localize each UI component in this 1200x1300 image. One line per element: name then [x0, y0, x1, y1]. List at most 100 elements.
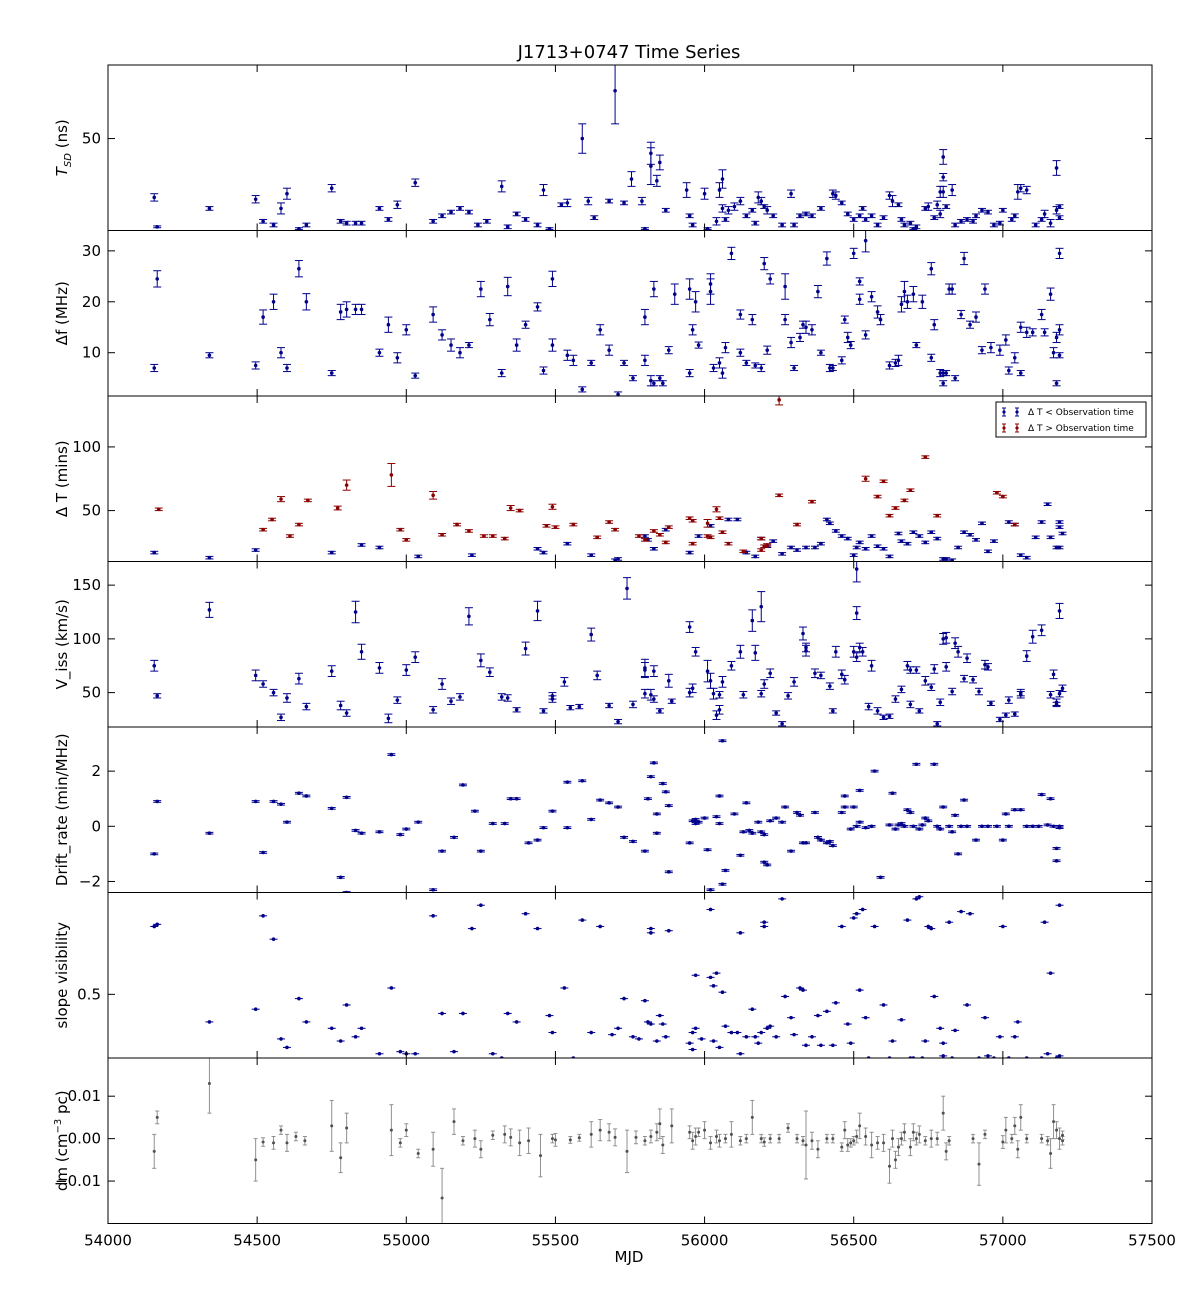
- data-point-viss-0-34: [548, 695, 557, 703]
- data-point-slope-0-89: [807, 1034, 816, 1039]
- data-point-viss-0-14: [357, 643, 366, 660]
- data-point-tsd-0-114: [989, 222, 998, 228]
- y-tick-label: 50: [82, 130, 101, 148]
- data-point-dt-0-34: [822, 517, 831, 522]
- data-point-slope-0-52: [661, 1034, 670, 1039]
- marker: [709, 1141, 713, 1145]
- marker: [759, 548, 764, 552]
- marker: [878, 875, 883, 880]
- marker: [851, 217, 856, 222]
- data-point-dm-0-51: [714, 1129, 719, 1144]
- marker: [816, 1147, 820, 1151]
- data-point-df-0-39: [596, 324, 605, 336]
- marker: [386, 217, 391, 222]
- marker: [1024, 188, 1029, 192]
- marker: [947, 920, 951, 925]
- marker: [155, 922, 160, 927]
- data-point-tsd-0-83: [858, 206, 867, 211]
- marker: [729, 251, 734, 256]
- data-point-df-0-81: [807, 324, 816, 336]
- data-point-drift-0-89: [813, 835, 822, 840]
- marker: [941, 1054, 945, 1058]
- marker: [962, 798, 966, 802]
- marker: [920, 823, 925, 827]
- marker: [914, 225, 919, 229]
- data-point-slope-0-74: [751, 1034, 760, 1039]
- marker: [431, 708, 435, 712]
- marker: [968, 532, 972, 537]
- data-point-slope-0-81: [772, 1034, 781, 1039]
- marker: [565, 825, 570, 830]
- marker: [947, 287, 951, 291]
- marker: [777, 493, 781, 498]
- marker: [911, 292, 916, 296]
- data-point-df-0-95: [861, 330, 870, 340]
- data-point-dm-0-20: [460, 1136, 465, 1146]
- marker: [329, 806, 334, 811]
- marker: [449, 699, 453, 704]
- marker: [565, 353, 570, 358]
- data-point-viss-0-92: [858, 646, 867, 657]
- y-tick-label: 0.5: [77, 985, 101, 1003]
- marker: [479, 849, 483, 853]
- data-point-dm-0-50: [708, 1136, 713, 1150]
- data-point-slope-0-133: [998, 924, 1007, 929]
- marker: [550, 697, 555, 701]
- data-point-drift-0-72: [745, 828, 754, 833]
- data-point-drift-0-38: [587, 817, 596, 822]
- marker: [622, 835, 626, 840]
- data-point-viss-0-51: [664, 673, 673, 688]
- marker: [708, 975, 713, 980]
- data-point-dm-0-18: [440, 1167, 445, 1224]
- marker: [1001, 838, 1005, 842]
- marker: [1040, 1137, 1044, 1141]
- marker: [285, 696, 289, 700]
- data-point-tsd-0-22: [455, 206, 464, 211]
- marker: [452, 1049, 456, 1054]
- data-point-viss-0-130: [1028, 629, 1037, 644]
- marker: [753, 554, 758, 559]
- legend-entry: Δ T < Observation time: [1002, 407, 1134, 418]
- marker: [720, 530, 725, 535]
- marker: [544, 524, 549, 528]
- data-point-tsd-0-115: [995, 220, 1004, 226]
- marker: [687, 625, 692, 629]
- marker: [869, 294, 874, 299]
- marker: [1004, 338, 1008, 342]
- data-point-tsd-0-81: [849, 217, 858, 222]
- data-point-dt-0-45: [879, 546, 888, 551]
- marker: [986, 824, 990, 829]
- marker: [279, 715, 283, 720]
- data-point-drift-0-104: [870, 769, 879, 773]
- data-point-viss-0-116: [960, 674, 969, 683]
- data-point-tsd-0-16: [384, 217, 393, 222]
- data-point-drift-0-5: [269, 799, 278, 804]
- marker: [944, 636, 948, 640]
- marker: [476, 223, 480, 227]
- marker: [1057, 520, 1062, 524]
- marker: [652, 546, 656, 551]
- marker: [914, 668, 919, 672]
- marker: [470, 926, 474, 931]
- marker: [690, 518, 695, 523]
- marker: [876, 1141, 880, 1145]
- data-point-slope-0-84: [787, 1015, 796, 1020]
- marker: [839, 534, 844, 538]
- marker: [553, 525, 558, 529]
- marker: [863, 476, 868, 481]
- marker: [840, 1145, 844, 1149]
- marker: [693, 973, 698, 978]
- data-point-viss-0-28: [503, 694, 512, 702]
- marker: [634, 1135, 638, 1139]
- data-point-tsd-0-55: [715, 182, 724, 198]
- marker: [306, 498, 310, 503]
- data-point-slope-0-46: [646, 931, 655, 935]
- marker: [285, 820, 289, 824]
- marker: [1051, 824, 1056, 829]
- data-point-tsd-0-92: [900, 222, 909, 228]
- marker: [789, 849, 793, 853]
- data-point-slope-0-43: [634, 1037, 643, 1041]
- marker: [750, 618, 755, 623]
- data-point-dt-1-61: [933, 513, 942, 518]
- data-point-slope-0-143: [1055, 903, 1064, 908]
